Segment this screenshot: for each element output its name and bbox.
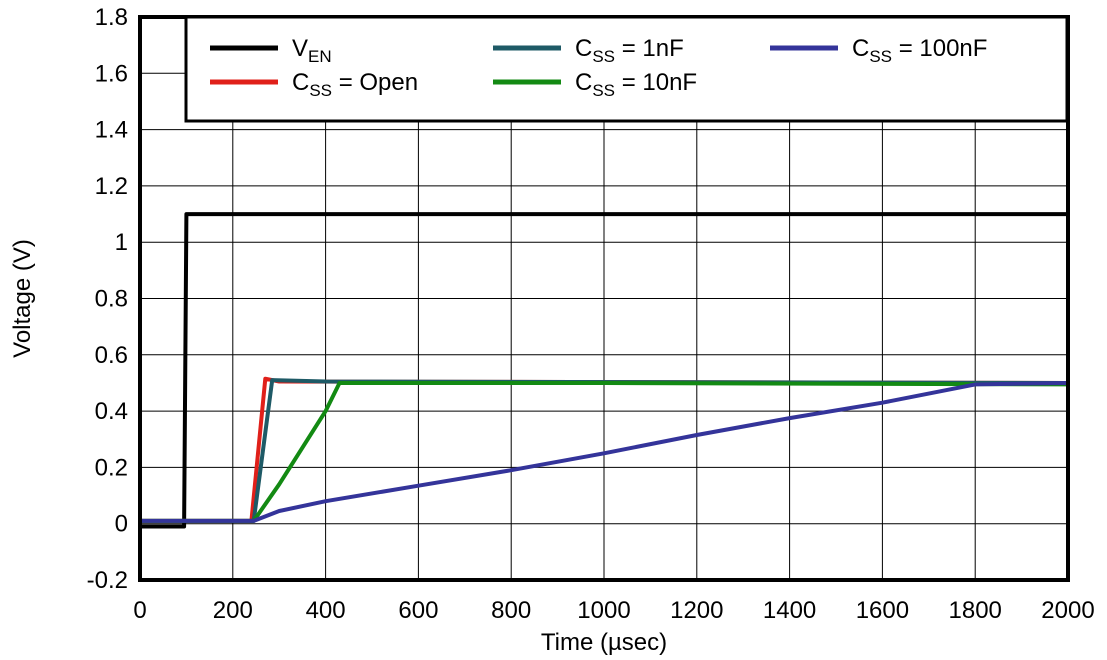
y-tick-label: 1.8 <box>95 4 128 31</box>
legend-label: CSS = 100nF <box>852 35 987 66</box>
x-tick-label: 600 <box>398 597 438 624</box>
x-tick-label: 1800 <box>949 597 1002 624</box>
x-tick-label: 1600 <box>856 597 909 624</box>
y-tick-label: 0.6 <box>95 342 128 369</box>
series-line <box>140 381 1069 523</box>
y-tick-label: 1.6 <box>95 60 128 87</box>
y-tick-label: 0.2 <box>95 454 128 481</box>
x-tick-label: 400 <box>306 597 346 624</box>
y-tick-label: 1.2 <box>95 173 128 200</box>
series-line <box>140 381 1069 523</box>
y-tick-labels: -0.2 0 0.2 0.4 0.6 0.8 1 1.2 1.4 1.6 1.8 <box>87 4 128 594</box>
x-tick-label: 1000 <box>577 597 630 624</box>
y-axis-label: Voltage (V) <box>9 239 36 358</box>
legend-label: CSS = Open <box>292 69 418 100</box>
x-tick-label: 0 <box>133 597 146 624</box>
y-tick-label: 1.4 <box>95 117 128 144</box>
legend-label: CSS = 10nF <box>575 69 697 100</box>
y-tick-label: 0 <box>115 511 128 538</box>
y-tick-label: 1 <box>115 229 128 256</box>
y-tick-label: 0.8 <box>95 286 128 313</box>
x-tick-label: 2000 <box>1041 597 1094 624</box>
series-lines <box>140 212 1069 529</box>
series-line <box>140 212 1068 529</box>
x-tick-label: 1400 <box>763 597 816 624</box>
legend-label: CSS = 1nF <box>575 35 684 66</box>
y-tick-label: -0.2 <box>87 567 128 594</box>
x-tick-label: 200 <box>213 597 253 624</box>
x-tick-label: 800 <box>491 597 531 624</box>
x-axis-label: Time (µsec) <box>541 629 667 656</box>
x-tick-labels: 0 200 400 600 800 1000 1200 1400 1600 1800 2000 <box>133 597 1094 624</box>
x-tick-label: 1200 <box>670 597 723 624</box>
y-tick-label: 0.4 <box>95 398 128 425</box>
legend-box <box>184 15 1069 123</box>
legend-label: VEN <box>292 35 332 66</box>
